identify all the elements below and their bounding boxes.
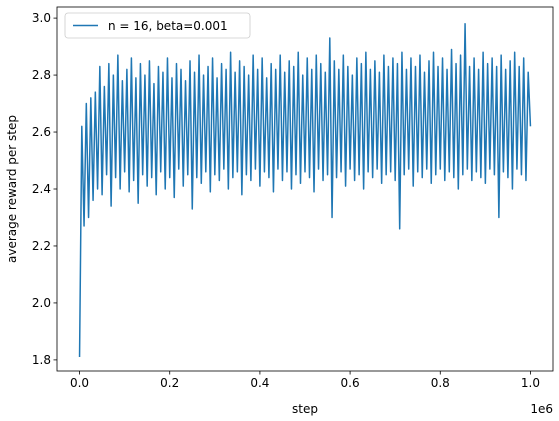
x-tick-label: 0.0 [70,376,89,390]
x-tick-label: 0.6 [341,376,360,390]
x-axis-label: step [292,402,318,416]
x-tick-label: 0.8 [431,376,450,390]
y-tick-label: 2.4 [32,182,51,196]
x-tick-label: 0.2 [160,376,179,390]
y-tick-label: 3.0 [32,11,51,25]
legend-label: n = 16, beta=0.001 [108,19,228,33]
plot-frame [56,6,554,372]
y-tick-label: 2.8 [32,68,51,82]
y-tick-label: 1.8 [32,353,51,367]
y-axis-label: average reward per step [5,115,19,263]
y-tick-label: 2.0 [32,296,51,310]
x-tick-label: 0.4 [250,376,269,390]
data-line [78,23,532,358]
legend-box [64,12,251,39]
y-tick-label: 2.2 [32,239,51,253]
x-tick-label: 1.0 [521,376,540,390]
y-tick-label: 2.6 [32,125,51,139]
x-offset-label: 1e6 [530,402,553,416]
